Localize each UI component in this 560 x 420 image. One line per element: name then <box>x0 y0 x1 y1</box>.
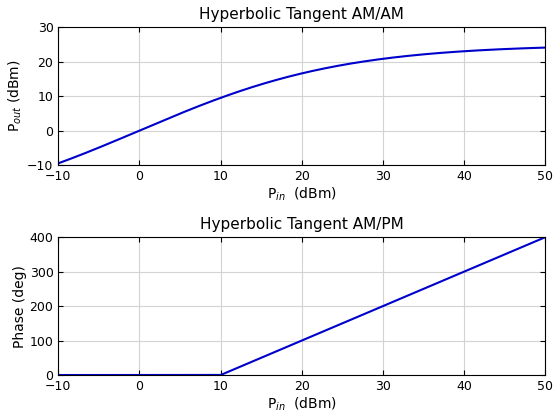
Title: Hyperbolic Tangent AM/PM: Hyperbolic Tangent AM/PM <box>200 217 404 232</box>
Y-axis label: P$_{out}$ (dBm): P$_{out}$ (dBm) <box>7 60 24 132</box>
X-axis label: P$_{in}$  (dBm): P$_{in}$ (dBm) <box>267 186 337 203</box>
Title: Hyperbolic Tangent AM/AM: Hyperbolic Tangent AM/AM <box>199 7 404 22</box>
X-axis label: P$_{in}$  (dBm): P$_{in}$ (dBm) <box>267 396 337 413</box>
Y-axis label: Phase (deg): Phase (deg) <box>13 265 27 348</box>
